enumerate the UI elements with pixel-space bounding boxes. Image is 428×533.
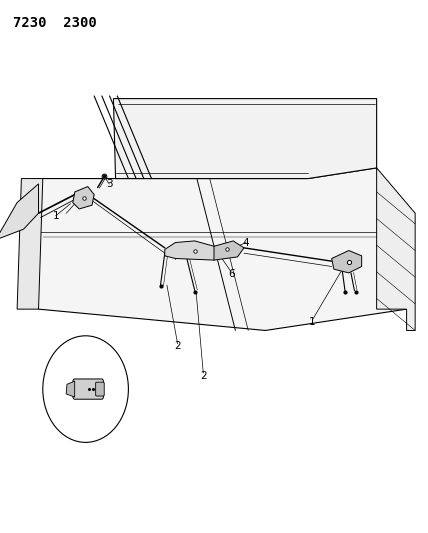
Circle shape	[43, 336, 128, 442]
Text: 5: 5	[80, 416, 87, 426]
Text: 1: 1	[52, 211, 59, 221]
Polygon shape	[332, 251, 362, 273]
Text: 6: 6	[228, 270, 235, 279]
Text: 3: 3	[106, 179, 113, 189]
Polygon shape	[377, 168, 415, 330]
Polygon shape	[66, 381, 75, 397]
FancyBboxPatch shape	[95, 382, 104, 396]
Polygon shape	[17, 179, 43, 309]
FancyBboxPatch shape	[73, 379, 104, 399]
Polygon shape	[26, 168, 407, 330]
Polygon shape	[73, 187, 94, 209]
Text: 2: 2	[174, 342, 181, 351]
Polygon shape	[165, 241, 223, 260]
Text: 1: 1	[309, 318, 316, 327]
Text: 2: 2	[200, 371, 207, 381]
Polygon shape	[214, 241, 244, 260]
Polygon shape	[0, 184, 39, 240]
Polygon shape	[113, 99, 377, 179]
Text: 7230  2300: 7230 2300	[13, 16, 97, 30]
Text: 4: 4	[243, 238, 250, 247]
